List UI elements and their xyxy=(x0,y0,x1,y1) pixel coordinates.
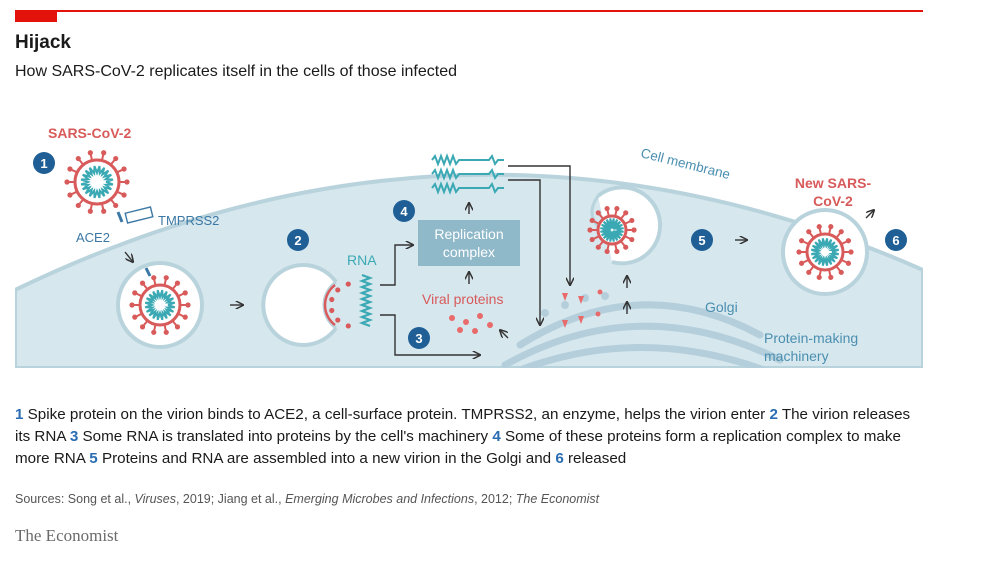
svg-text:2: 2 xyxy=(294,233,301,248)
step-3-badge: 3 xyxy=(408,327,430,349)
step-4-badge: 4 xyxy=(393,200,415,222)
step-6-badge: 6 xyxy=(885,229,907,251)
step-5-badge: 5 xyxy=(691,229,713,251)
red-tag xyxy=(15,10,57,22)
svg-text:CoV-2: CoV-2 xyxy=(813,193,853,209)
replication-complex: Replication complex xyxy=(418,220,520,266)
opening-endosome xyxy=(261,263,351,347)
step-badges: 1 2 3 4 5 6 xyxy=(33,152,907,349)
receptor-group: ACE2 TMPRSS2 xyxy=(76,206,219,245)
virus-label: SARS-CoV-2 xyxy=(48,125,131,141)
endosome xyxy=(116,261,204,349)
svg-text:5: 5 xyxy=(698,233,705,248)
machinery-label-1: Protein-making xyxy=(764,330,858,346)
new-virus: New SARS- CoV-2 xyxy=(781,175,872,296)
sources-note: Sources: Song et al., Viruses, 2019; Jia… xyxy=(15,492,600,506)
top-rule xyxy=(15,10,923,12)
svg-text:Replication: Replication xyxy=(434,226,503,242)
rna-strand xyxy=(358,273,374,328)
caption: 1 Spike protein on the virion binds to A… xyxy=(15,406,911,467)
chart-title: Hijack xyxy=(15,32,71,53)
step-1-badge: 1 xyxy=(33,152,55,174)
tmprss2-label: TMPRSS2 xyxy=(158,213,219,228)
svg-text:6: 6 xyxy=(892,233,899,248)
golgi-label: Golgi xyxy=(705,299,738,315)
viral-proteins-label: Viral proteins xyxy=(422,291,503,307)
ace2-label: ACE2 xyxy=(76,230,110,245)
svg-text:4: 4 xyxy=(400,204,408,219)
svg-text:1: 1 xyxy=(40,156,47,171)
machinery-label-2: machinery xyxy=(764,348,829,364)
rna-label: RNA xyxy=(347,252,377,268)
step-2-badge: 2 xyxy=(287,229,309,251)
svg-text:complex: complex xyxy=(443,244,495,260)
viral-protein-dots xyxy=(449,313,493,334)
golgi-proteins xyxy=(562,289,603,328)
new-rna-strands xyxy=(431,153,504,195)
chart-subtitle: How SARS-CoV-2 replicates itself in the … xyxy=(15,63,457,80)
virus-incoming: SARS-CoV-2 xyxy=(48,125,131,214)
brand-logo: The Economist xyxy=(15,526,119,545)
svg-text:New SARS-: New SARS- xyxy=(795,175,872,191)
golgi-stack xyxy=(501,301,784,368)
budding-vesicle xyxy=(587,185,663,266)
svg-text:3: 3 xyxy=(415,331,422,346)
cell-membrane-label: Cell membrane xyxy=(639,145,731,182)
